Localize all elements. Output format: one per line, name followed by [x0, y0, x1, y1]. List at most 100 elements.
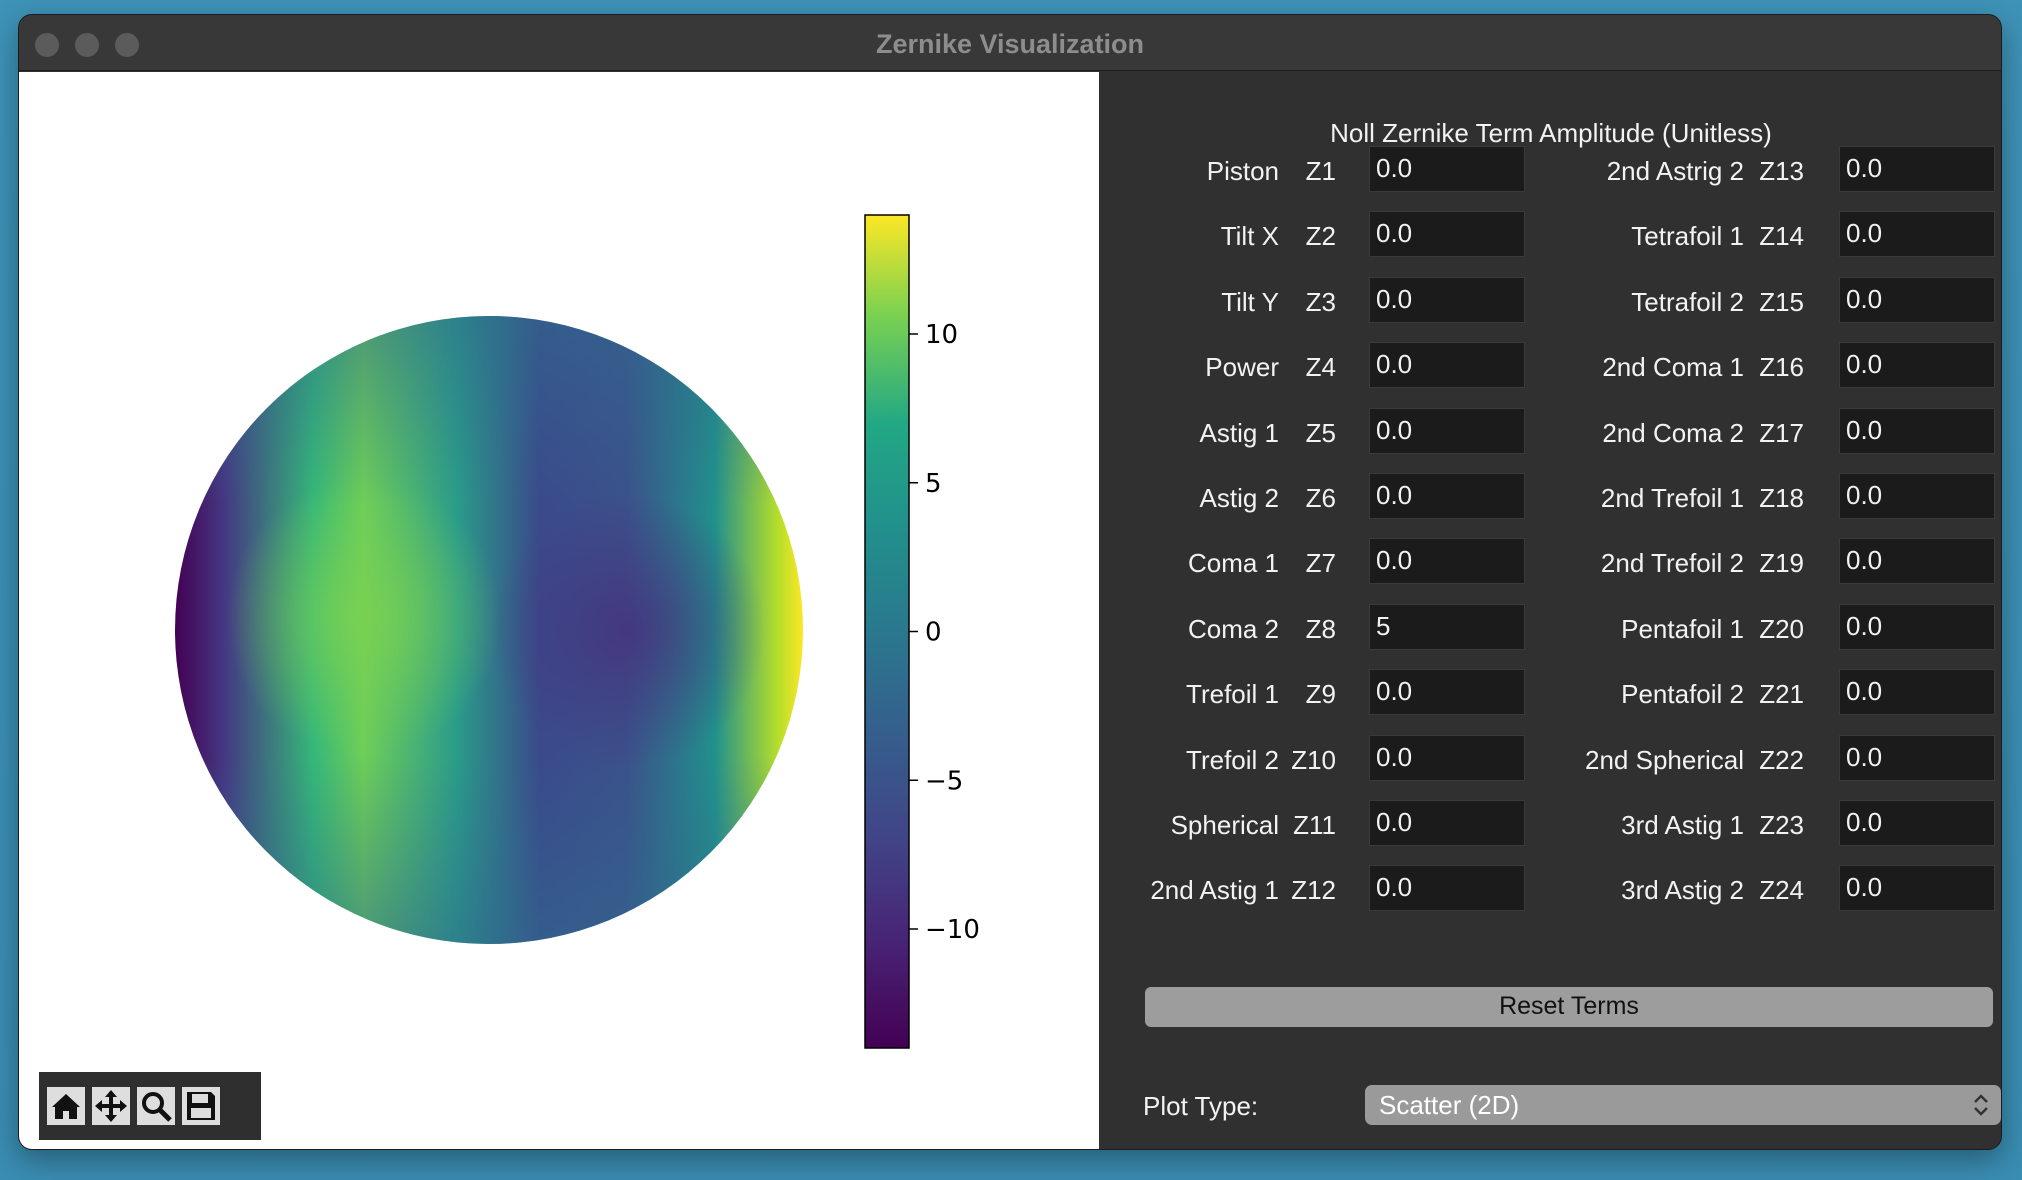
term-code-label: Z6: [1305, 483, 1336, 513]
term-amplitude-input-z17[interactable]: 0.0: [1839, 407, 1995, 454]
term-amplitude-input-z8[interactable]: 5: [1369, 603, 1525, 650]
term-amplitude-input-z15[interactable]: 0.0: [1839, 276, 1995, 323]
term-amplitude-input-z16[interactable]: 0.0: [1839, 342, 1995, 389]
term-name-label: Tetrafoil 2: [1631, 286, 1744, 317]
term-name-label: Trefoil 1: [1186, 679, 1279, 710]
plot-toolbar: [39, 1072, 261, 1140]
term-amplitude-input-z10[interactable]: 0.0: [1369, 734, 1525, 781]
window-title: Zernike Visualization: [875, 29, 1145, 59]
term-code-label: Z19: [1759, 548, 1804, 579]
term-name-label: Pentafoil 2: [1621, 679, 1744, 710]
wavefront-map: [175, 316, 803, 944]
home-icon[interactable]: [47, 1087, 85, 1125]
term-amplitude-input-z13[interactable]: 0.0: [1839, 146, 1995, 192]
term-name-label: 2nd Astrig 2: [1606, 156, 1744, 186]
reset-terms-button[interactable]: Reset Terms: [1145, 987, 1993, 1027]
term-amplitude-input-z23[interactable]: 0.0: [1839, 800, 1995, 846]
term-amplitude-input-z21[interactable]: 0.0: [1839, 669, 1995, 716]
term-row-z8: Coma 2 Z8 5: [1099, 603, 2001, 653]
term-amplitude-input-z3[interactable]: 0.0: [1369, 276, 1525, 323]
term-row-z17: 2nd Coma 2 Z17 0.0: [1099, 407, 2001, 457]
term-row-z20: Pentafoil 1 Z20 0.0: [1099, 603, 2001, 653]
term-name-label: Spherical: [1170, 810, 1279, 840]
term-code-label: Z5: [1305, 417, 1336, 448]
term-row-z1: Piston Z1 0.0: [1099, 146, 2001, 195]
term-amplitude-input-z5[interactable]: 0.0: [1369, 407, 1525, 454]
title-bar: Zernike Visualization: [19, 15, 2001, 71]
colorbar-tick-label: −5: [925, 766, 963, 796]
term-amplitude-input-z20[interactable]: 0.0: [1839, 603, 1995, 650]
plot-type-label: Plot Type:: [1143, 1091, 1259, 1121]
term-amplitude-input-z9[interactable]: 0.0: [1369, 669, 1525, 716]
term-amplitude-input-z4[interactable]: 0.0: [1369, 342, 1525, 389]
colorbar-tick-label: 0: [925, 618, 942, 648]
term-amplitude-input-z24[interactable]: 0.0: [1839, 865, 1995, 912]
term-amplitude-input-z14[interactable]: 0.0: [1839, 211, 1995, 258]
term-code-label: Z24: [1759, 875, 1804, 906]
term-row-z9: Trefoil 1 Z9 0.0: [1099, 669, 2001, 718]
term-code-label: Z12: [1291, 875, 1336, 906]
term-name-label: Tetrafoil 1: [1631, 221, 1744, 252]
term-row-z10: Trefoil 2 Z10 0.0: [1099, 734, 2001, 784]
term-amplitude-input-z18[interactable]: 0.0: [1839, 473, 1995, 519]
term-code-label: Z9: [1305, 679, 1336, 710]
term-code-label: Z8: [1305, 613, 1336, 644]
colorbar-tick-label: 5: [925, 469, 942, 499]
term-row-z24: 3rd Astig 2 Z24 0.0: [1099, 865, 2001, 914]
term-code-label: Z21: [1759, 679, 1804, 710]
term-row-z21: Pentafoil 2 Z21 0.0: [1099, 669, 2001, 718]
panel-title: Noll Zernike Term Amplitude (Unitless): [1330, 118, 1772, 148]
term-row-z2: Tilt X Z2 0.0: [1099, 211, 2001, 260]
term-amplitude-input-z11[interactable]: 0.0: [1369, 800, 1525, 846]
pan-icon[interactable]: [92, 1087, 130, 1125]
term-code-label: Z22: [1759, 744, 1804, 775]
term-row-z14: Tetrafoil 1 Z14 0.0: [1099, 211, 2001, 260]
term-row-z13: 2nd Astrig 2 Z13 0.0: [1099, 146, 2001, 195]
term-name-label: Tilt Y: [1221, 286, 1279, 317]
term-name-label: 2nd Trefoil 1: [1600, 483, 1744, 513]
term-row-z15: Tetrafoil 2 Z15 0.0: [1099, 276, 2001, 326]
term-code-label: Z20: [1759, 613, 1804, 644]
term-name-label: Trefoil 2: [1186, 744, 1279, 775]
term-code-label: Z14: [1759, 221, 1804, 252]
plot-type-value: Scatter (2D): [1379, 1090, 1520, 1120]
colorbar-tick-label: −10: [925, 915, 980, 945]
term-row-z16: 2nd Coma 1 Z16 0.0: [1099, 342, 2001, 391]
term-amplitude-input-z19[interactable]: 0.0: [1839, 538, 1995, 585]
plot-canvas[interactable]: 10 5 0 −5 −10: [19, 72, 1099, 1149]
term-code-label: Z13: [1759, 156, 1804, 186]
term-row-z7: Coma 1 Z7 0.0: [1099, 538, 2001, 587]
terms-panel: Noll Zernike Term Amplitude (Unitless) P…: [1099, 72, 2001, 1149]
term-name-label: Power: [1205, 352, 1279, 383]
term-amplitude-input-z1[interactable]: 0.0: [1369, 146, 1525, 192]
save-icon[interactable]: [182, 1087, 220, 1125]
term-amplitude-input-z2[interactable]: 0.0: [1369, 211, 1525, 258]
term-code-label: Z18: [1759, 483, 1804, 513]
term-amplitude-input-z22[interactable]: 0.0: [1839, 734, 1995, 781]
term-row-z23: 3rd Astig 1 Z23 0.0: [1099, 800, 2001, 849]
term-name-label: 2nd Coma 2: [1602, 417, 1744, 448]
term-row-z11: Spherical Z11 0.0: [1099, 800, 2001, 849]
term-row-z4: Power Z4 0.0: [1099, 342, 2001, 391]
term-name-label: Pentafoil 1: [1621, 613, 1744, 644]
term-name-label: Coma 2: [1187, 613, 1279, 644]
term-name-label: 2nd Coma 1: [1602, 352, 1744, 383]
colorbar-ticks: 10 5 0 −5 −10: [909, 320, 980, 945]
term-row-z3: Tilt Y Z3 0.0: [1099, 276, 2001, 326]
term-amplitude-input-z6[interactable]: 0.0: [1369, 473, 1525, 519]
term-code-label: Z11: [1293, 810, 1336, 840]
zoom-icon[interactable]: [137, 1087, 175, 1125]
term-name-label: Astig 2: [1199, 483, 1280, 513]
term-name-label: 2nd Spherical: [1585, 744, 1744, 775]
term-code-label: Z16: [1759, 352, 1804, 383]
term-code-label: Z1: [1305, 156, 1336, 186]
close-window-button[interactable]: [35, 33, 59, 57]
minimize-window-button[interactable]: [75, 33, 99, 57]
term-amplitude-input-z12[interactable]: 0.0: [1369, 865, 1525, 912]
chevron-updown-icon: [1974, 1094, 1988, 1116]
zoom-window-button[interactable]: [115, 33, 139, 57]
plot-type-select[interactable]: Scatter (2D): [1365, 1085, 2001, 1125]
term-code-label: Z17: [1759, 417, 1804, 448]
term-amplitude-input-z7[interactable]: 0.0: [1369, 538, 1525, 585]
term-row-z22: 2nd Spherical Z22 0.0: [1099, 734, 2001, 784]
